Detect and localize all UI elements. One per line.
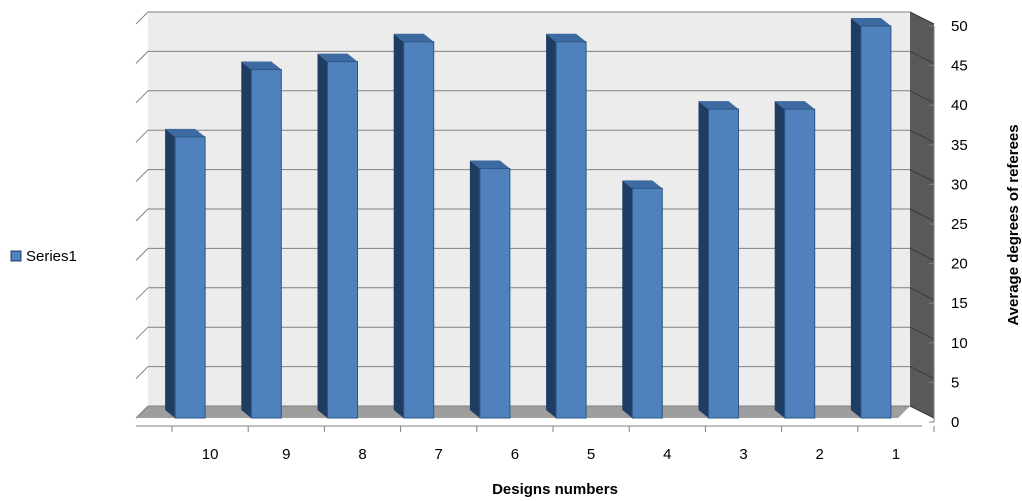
gridline-edge [135,169,149,182]
bar [622,180,663,419]
bars [165,17,892,419]
legend-label: Series1 [26,248,77,265]
bar [469,160,511,419]
gridline-edge [135,326,149,340]
side-gridline [909,287,935,301]
bar-top [241,61,282,70]
legend-swatch [10,250,22,262]
bar-top [698,101,739,110]
bar-front [860,25,892,419]
side-gridline [909,50,935,64]
bar-top [622,180,663,189]
gridline-edge [135,248,149,261]
bar-front [250,69,282,419]
y-tick-label: 35 [951,137,968,154]
side-gridline [909,247,935,261]
bar-side [241,61,252,419]
bar-side [850,17,861,419]
gridline-edge [135,90,149,104]
bar-top [546,33,587,42]
y-tick-label: 40 [951,97,968,114]
bar [393,33,435,419]
bar-top [317,53,358,62]
side-gridline [909,326,935,340]
side-gridline [909,208,935,222]
legend: Series1 [10,248,77,265]
bar-side [317,53,328,418]
bar [850,17,892,419]
bar [546,33,587,419]
bar-front [631,187,663,419]
bar-top [774,101,815,110]
bar-top [850,17,891,26]
y-tick-label: 10 [951,335,968,352]
y-tick-label: 50 [951,18,968,35]
bar [698,101,739,419]
bar-top [165,128,206,137]
bar-side [546,33,557,419]
gridline-edge [135,51,149,64]
x-tick-label: 9 [282,446,290,463]
x-tick-label: 8 [358,446,366,463]
bar-front [555,41,587,419]
x-tick-label: 10 [202,446,219,463]
y-tick-label: 25 [951,216,968,233]
bar-side [774,101,785,419]
y-tick-label: 5 [951,374,959,391]
x-tick-label: 2 [816,446,824,463]
bar-top [393,33,434,42]
bar [774,101,816,419]
bar-side [469,160,480,418]
bar-front [174,136,206,419]
bar [165,128,206,419]
y-tick-label: 45 [951,58,968,75]
y-axis-title: Average degrees of referees [1005,124,1022,325]
side-gridline [909,169,935,183]
side-gridline [909,405,935,419]
side-gridline [909,366,935,380]
bar [317,53,358,419]
bar-side [622,180,633,418]
bar-side [165,128,176,418]
x-tick-label: 1 [892,446,900,463]
gridline-edge [135,208,149,222]
gridline-edge [135,129,149,143]
bar-side [393,33,404,419]
x-tick-label: 5 [587,446,595,463]
bar-top [469,160,510,169]
bar-front [327,61,358,419]
y-tick-label: 0 [951,414,959,431]
bar-front [708,108,739,419]
side-gridline [909,11,935,25]
x-tick-label: 3 [739,446,747,463]
y-tick-label: 15 [951,295,968,312]
bar-side [698,101,709,419]
y-axis: 0 5 10 15 20 25 30 35 40 45 50 [929,18,968,431]
gridline-edge [135,11,149,25]
y-tick-label: 20 [951,256,968,273]
x-axis: 10 9 8 7 6 5 4 3 2 1 [136,425,935,463]
side-gridline [909,129,935,143]
gridline-edge [135,405,149,419]
x-axis-title: Designs numbers [492,481,618,498]
x-tick-label: 7 [435,446,443,463]
x-tick-label: 6 [511,446,519,463]
y-tick-label: 30 [951,176,968,193]
bar-front [403,41,435,419]
side-gridline [909,90,935,104]
x-tick-label: 4 [663,446,671,463]
gridline-edge [135,287,149,301]
gridline-edge [135,366,149,379]
bar-front [784,108,816,419]
bar-front [479,168,511,419]
bar [241,61,282,419]
